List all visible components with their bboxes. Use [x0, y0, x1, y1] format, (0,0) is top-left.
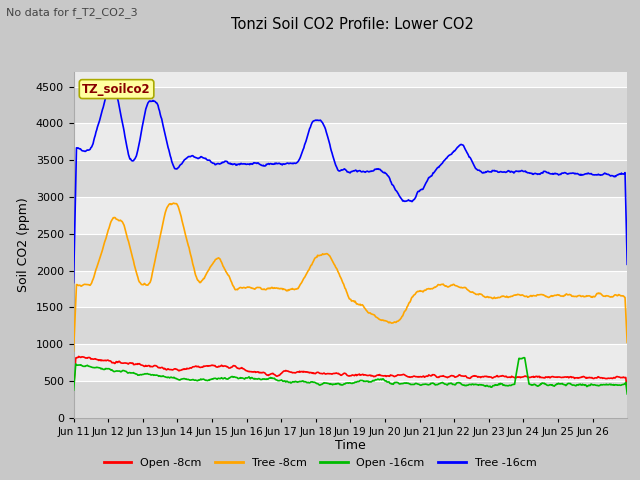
- Text: TZ_soilco2: TZ_soilco2: [83, 83, 151, 96]
- Y-axis label: Soil CO2 (ppm): Soil CO2 (ppm): [17, 197, 30, 292]
- Bar: [74, 271, 627, 307]
- Bar: [74, 344, 627, 381]
- Bar: [74, 87, 627, 123]
- Legend: Open -8cm, Tree -8cm, Open -16cm, Tree -16cm: Open -8cm, Tree -8cm, Open -16cm, Tree -…: [99, 453, 541, 472]
- Bar: [74, 381, 627, 418]
- Bar: [74, 160, 627, 197]
- X-axis label: Time: Time: [335, 439, 366, 453]
- Text: No data for f_T2_CO2_3: No data for f_T2_CO2_3: [6, 7, 138, 18]
- Text: Tonzi Soil CO2 Profile: Lower CO2: Tonzi Soil CO2 Profile: Lower CO2: [230, 17, 474, 32]
- Bar: [74, 197, 627, 234]
- Bar: [74, 234, 627, 271]
- Bar: [74, 307, 627, 344]
- Bar: [74, 123, 627, 160]
